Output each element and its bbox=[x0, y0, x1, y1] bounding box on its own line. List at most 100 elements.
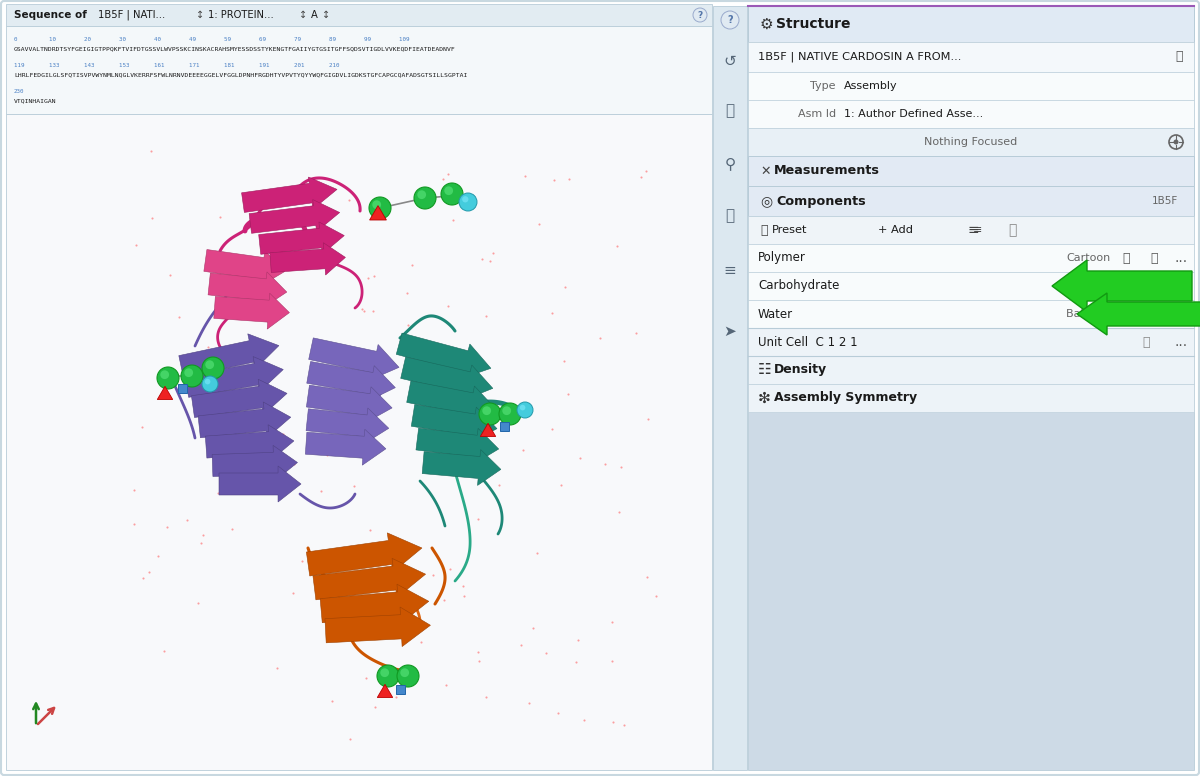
Polygon shape bbox=[179, 334, 278, 377]
Bar bbox=[748, 272, 1194, 300]
Bar bbox=[6, 114, 712, 770]
Text: Polymer: Polymer bbox=[758, 251, 806, 265]
Text: Density: Density bbox=[774, 363, 827, 376]
Polygon shape bbox=[198, 402, 290, 438]
Polygon shape bbox=[305, 429, 386, 465]
Text: 1B5F | NATIVE CARDOSIN A FROM...: 1B5F | NATIVE CARDOSIN A FROM... bbox=[758, 52, 961, 62]
Polygon shape bbox=[220, 466, 301, 502]
Bar bbox=[6, 26, 712, 114]
Text: 👁: 👁 bbox=[1122, 279, 1129, 293]
Polygon shape bbox=[396, 333, 491, 379]
Text: ↕: ↕ bbox=[299, 10, 307, 20]
Text: ↕: ↕ bbox=[196, 10, 204, 20]
Text: Assembly Symmetry: Assembly Symmetry bbox=[774, 392, 917, 404]
Circle shape bbox=[205, 379, 210, 384]
Text: ⎕: ⎕ bbox=[1150, 307, 1158, 320]
Text: 1B5F | NATI...: 1B5F | NATI... bbox=[98, 10, 166, 20]
Polygon shape bbox=[325, 607, 431, 646]
FancyArrow shape bbox=[1052, 260, 1192, 312]
Circle shape bbox=[401, 668, 409, 677]
Text: A: A bbox=[311, 10, 318, 20]
Circle shape bbox=[414, 187, 436, 209]
Bar bbox=[748, 328, 1194, 356]
Text: LHRLFEDGILGLSFQTISVPVWYNMLNQGLVKERRFSFWLNRNVDEEEEGGELVFGGLDPNHFRGDHTYVPVTYQYYWQF: LHRLFEDGILGLSFQTISVPVWYNMLNQGLVKERRFSFWL… bbox=[14, 72, 467, 77]
Text: Assembly: Assembly bbox=[844, 81, 898, 91]
Bar bbox=[396, 684, 404, 694]
Text: 230: 230 bbox=[14, 89, 24, 94]
Circle shape bbox=[479, 403, 502, 425]
Bar bbox=[748, 156, 1194, 186]
Text: 2 reprs: 2 reprs bbox=[1066, 281, 1105, 291]
Text: ?: ? bbox=[697, 11, 703, 19]
Text: ≡: ≡ bbox=[973, 225, 983, 235]
Text: ↕: ↕ bbox=[322, 10, 330, 20]
Circle shape bbox=[499, 403, 521, 425]
Polygon shape bbox=[185, 356, 283, 397]
Text: Asm Id: Asm Id bbox=[798, 109, 836, 119]
Polygon shape bbox=[214, 293, 289, 329]
Text: ⤢: ⤢ bbox=[726, 209, 734, 223]
Polygon shape bbox=[241, 177, 337, 213]
Text: Cartoon: Cartoon bbox=[1066, 253, 1110, 263]
Bar bbox=[499, 421, 509, 431]
Text: 1: Author Defined Asse...: 1: Author Defined Asse... bbox=[844, 109, 983, 119]
Circle shape bbox=[418, 190, 426, 199]
Circle shape bbox=[372, 200, 382, 209]
Polygon shape bbox=[320, 584, 428, 624]
Bar bbox=[748, 128, 1194, 156]
Polygon shape bbox=[313, 559, 426, 600]
Circle shape bbox=[442, 183, 463, 205]
Circle shape bbox=[377, 665, 398, 687]
Bar bbox=[748, 244, 1194, 272]
Text: ➤: ➤ bbox=[724, 324, 737, 338]
Bar bbox=[748, 100, 1194, 128]
Text: 0         10        20        30        40        49        59        69        : 0 10 20 30 40 49 59 69 bbox=[14, 37, 409, 42]
Polygon shape bbox=[306, 408, 389, 444]
Bar bbox=[748, 300, 1194, 328]
Bar bbox=[748, 186, 1194, 216]
Text: ⧆: ⧆ bbox=[760, 223, 768, 237]
Bar bbox=[6, 4, 712, 26]
Circle shape bbox=[721, 11, 739, 29]
Polygon shape bbox=[306, 385, 392, 422]
Circle shape bbox=[503, 407, 511, 415]
Text: ❇: ❇ bbox=[758, 390, 770, 406]
Text: Nothing Focused: Nothing Focused bbox=[924, 137, 1018, 147]
Text: ⏰: ⏰ bbox=[1008, 223, 1016, 237]
Bar bbox=[748, 6, 1194, 770]
Polygon shape bbox=[412, 404, 497, 442]
Text: Preset: Preset bbox=[772, 225, 808, 235]
Text: ≡: ≡ bbox=[968, 223, 979, 237]
Text: ...: ... bbox=[1174, 279, 1187, 293]
Polygon shape bbox=[422, 449, 500, 486]
Polygon shape bbox=[212, 445, 298, 481]
Text: ⧅: ⧅ bbox=[1175, 50, 1183, 64]
Polygon shape bbox=[307, 362, 395, 401]
Circle shape bbox=[482, 407, 491, 415]
Circle shape bbox=[370, 197, 391, 219]
Polygon shape bbox=[250, 199, 340, 234]
Polygon shape bbox=[377, 684, 392, 698]
Text: ⦿: ⦿ bbox=[726, 103, 734, 119]
Polygon shape bbox=[192, 379, 287, 417]
Polygon shape bbox=[416, 428, 499, 464]
Circle shape bbox=[462, 196, 468, 203]
Text: Type: Type bbox=[810, 81, 836, 91]
Text: ⎕: ⎕ bbox=[1150, 279, 1158, 293]
Text: ...: ... bbox=[1174, 335, 1187, 349]
Text: ≡: ≡ bbox=[724, 264, 737, 279]
Circle shape bbox=[444, 186, 454, 195]
Text: + Add: + Add bbox=[878, 225, 913, 235]
Polygon shape bbox=[270, 243, 346, 275]
Circle shape bbox=[185, 369, 193, 377]
Circle shape bbox=[205, 360, 214, 369]
Circle shape bbox=[397, 665, 419, 687]
Polygon shape bbox=[204, 250, 284, 286]
Text: ?: ? bbox=[727, 15, 733, 25]
Bar bbox=[713, 6, 746, 770]
Text: Ball & Stick: Ball & Stick bbox=[1066, 309, 1129, 319]
Bar bbox=[748, 42, 1194, 72]
Text: GSAVVALTNDRDTSYFGEIGIGTPPQKFTVIFDTGSSVLWVPSSKCINSKACRAHSMYESSDSSTYKENGTFGAIIYGTG: GSAVVALTNDRDTSYFGEIGIGTPPQKFTVIFDTGSSVLW… bbox=[14, 46, 456, 51]
Text: 119       133       143       153       161       171       181       191       : 119 133 143 153 161 171 181 191 bbox=[14, 63, 340, 68]
Text: 👁: 👁 bbox=[1122, 307, 1129, 320]
